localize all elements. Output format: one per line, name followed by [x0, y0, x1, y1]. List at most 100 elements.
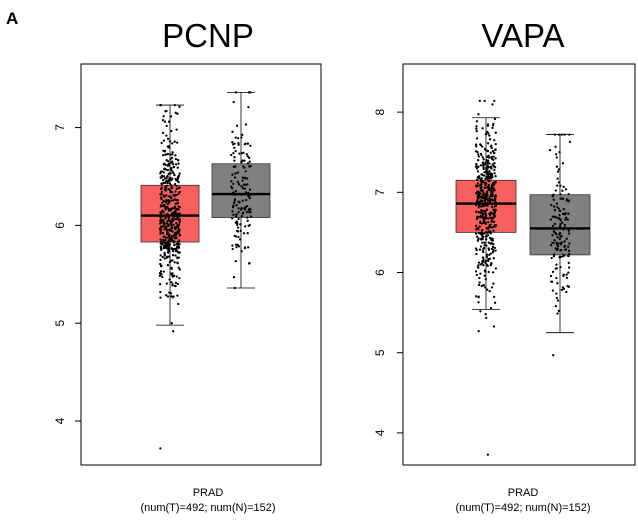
data-point	[568, 252, 571, 256]
data-point	[239, 229, 242, 232]
y-tick-label: 5	[373, 349, 387, 356]
data-point	[568, 133, 571, 136]
data-point	[171, 272, 174, 275]
data-point	[487, 220, 490, 224]
data-point	[492, 257, 495, 260]
data-point	[486, 288, 489, 291]
data-point	[485, 227, 488, 230]
data-point	[550, 256, 553, 260]
data-point	[170, 156, 174, 160]
data-point	[176, 294, 179, 297]
data-point	[175, 184, 178, 188]
data-point	[484, 148, 487, 151]
data-point	[477, 113, 480, 116]
data-point	[236, 222, 239, 225]
y-tick-label: 8	[373, 108, 387, 115]
data-point	[166, 236, 169, 239]
data-point	[486, 155, 489, 159]
data-point	[233, 199, 236, 203]
data-point	[485, 238, 488, 241]
data-point	[167, 199, 170, 202]
data-point	[567, 249, 571, 252]
data-point	[176, 240, 179, 244]
data-point	[159, 230, 162, 234]
data-point	[174, 237, 178, 240]
data-point	[478, 276, 481, 280]
data-point	[479, 310, 482, 313]
data-point	[485, 231, 488, 234]
data-point	[482, 191, 485, 195]
data-point	[166, 145, 169, 148]
data-point	[241, 187, 245, 190]
data-point	[174, 111, 177, 114]
data-point	[475, 192, 478, 195]
data-point	[160, 240, 163, 243]
data-point	[249, 215, 253, 218]
x-axis-label: PRAD	[193, 487, 224, 499]
data-point	[164, 208, 167, 211]
data-point	[177, 192, 180, 195]
data-point	[477, 283, 481, 287]
data-point	[161, 275, 164, 279]
data-point	[235, 229, 239, 233]
data-point	[177, 251, 180, 254]
data-point	[493, 188, 496, 192]
data-point	[169, 158, 172, 161]
data-point	[164, 163, 167, 167]
data-point	[234, 172, 237, 175]
data-point	[167, 245, 170, 248]
data-point	[493, 301, 497, 304]
data-point	[492, 158, 495, 161]
data-point	[548, 148, 552, 152]
data-point	[476, 195, 479, 199]
data-point	[490, 247, 494, 251]
data-point	[555, 165, 559, 168]
data-point	[562, 287, 566, 291]
data-point	[483, 186, 487, 189]
data-point	[476, 239, 480, 242]
data-point	[475, 252, 478, 256]
data-point	[555, 276, 558, 280]
data-point	[567, 271, 570, 274]
data-point	[236, 180, 240, 184]
data-point	[489, 175, 492, 179]
data-point	[169, 259, 173, 262]
data-point	[558, 209, 562, 213]
data-point	[475, 200, 479, 203]
data-point	[479, 220, 482, 223]
data-point	[243, 187, 247, 190]
jitter-points	[158, 103, 182, 450]
data-point	[480, 153, 483, 157]
y-tick-label: 7	[53, 124, 67, 131]
data-point	[485, 244, 488, 247]
data-point	[475, 167, 479, 170]
data-point	[481, 196, 484, 200]
data-point	[491, 199, 494, 202]
data-point	[550, 203, 553, 207]
data-point	[162, 199, 165, 203]
data-point	[161, 178, 165, 182]
data-point	[162, 171, 166, 174]
data-point	[562, 274, 565, 278]
data-point	[483, 216, 486, 219]
data-point	[553, 253, 556, 256]
data-point	[494, 142, 497, 146]
data-point	[478, 99, 481, 103]
data-point	[245, 210, 248, 214]
data-point	[483, 218, 486, 221]
data-point	[173, 173, 176, 177]
data-point	[165, 244, 168, 247]
data-point	[484, 167, 488, 170]
data-point	[560, 248, 563, 252]
data-point	[553, 222, 557, 226]
data-point	[231, 141, 234, 144]
data-point	[169, 176, 172, 180]
data-point	[165, 194, 168, 197]
x-axis-sublabel: (num(T)=492; num(N)=152)	[140, 502, 275, 514]
data-point	[245, 153, 248, 156]
data-point	[168, 182, 172, 185]
data-point	[494, 208, 498, 212]
data-point	[480, 183, 483, 186]
data-point	[492, 250, 495, 253]
data-point	[494, 148, 497, 151]
